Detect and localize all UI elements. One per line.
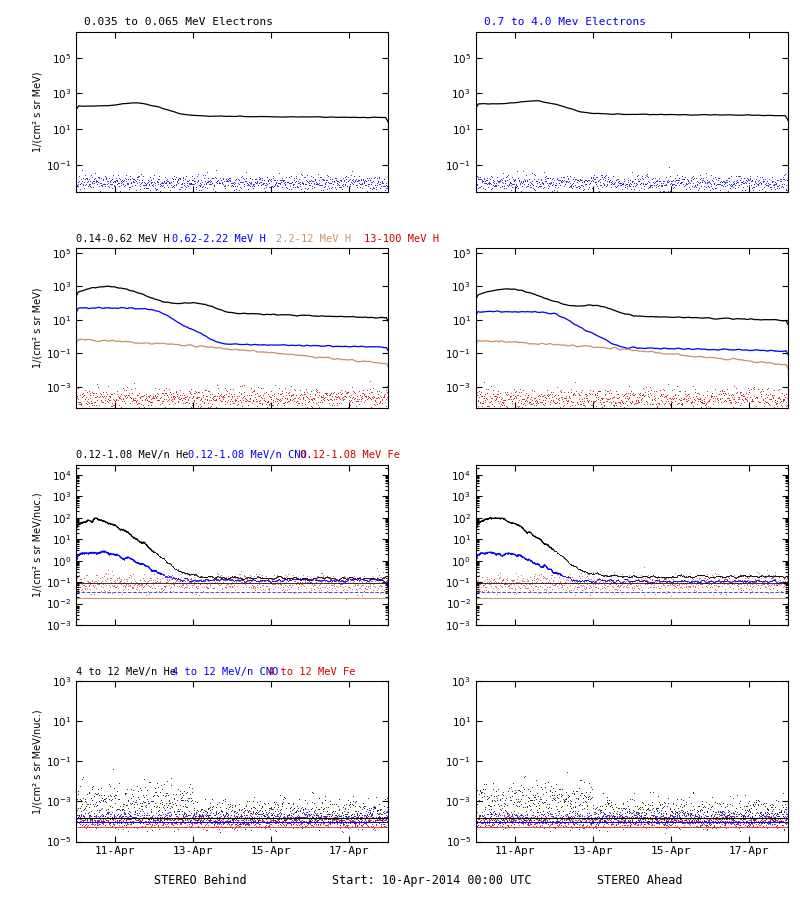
Text: Start: 10-Apr-2014 00:00 UTC: Start: 10-Apr-2014 00:00 UTC	[332, 874, 532, 886]
Y-axis label: 1/(cm² s sr MeV/nuc.): 1/(cm² s sr MeV/nuc.)	[33, 492, 43, 597]
Y-axis label: 1/(cm² s sr MeV/nuc.): 1/(cm² s sr MeV/nuc.)	[33, 709, 43, 814]
Text: 0.7 to 4.0 Mev Electrons: 0.7 to 4.0 Mev Electrons	[484, 17, 646, 27]
Text: 0.12-1.08 MeV Fe: 0.12-1.08 MeV Fe	[300, 450, 400, 460]
Text: STEREO Behind: STEREO Behind	[154, 874, 246, 886]
Text: 13-100 MeV H: 13-100 MeV H	[364, 233, 439, 244]
Y-axis label: 1/(cm² s sr MeV): 1/(cm² s sr MeV)	[33, 288, 43, 368]
Text: 0.14-0.62 MeV H: 0.14-0.62 MeV H	[76, 233, 170, 244]
Y-axis label: 1/(cm² s sr MeV): 1/(cm² s sr MeV)	[33, 71, 43, 152]
Text: 0.12-1.08 MeV/n CNO: 0.12-1.08 MeV/n CNO	[188, 450, 306, 460]
Text: 0.035 to 0.065 MeV Electrons: 0.035 to 0.065 MeV Electrons	[84, 17, 273, 27]
Text: STEREO Ahead: STEREO Ahead	[598, 874, 682, 886]
Text: 2.2-12 MeV H: 2.2-12 MeV H	[276, 233, 351, 244]
Text: 4 to 12 MeV/n He: 4 to 12 MeV/n He	[76, 667, 176, 677]
Text: 4 to 12 MeV/n CNO: 4 to 12 MeV/n CNO	[172, 667, 278, 677]
Text: 0.62-2.22 MeV H: 0.62-2.22 MeV H	[172, 233, 266, 244]
Text: 0.12-1.08 MeV/n He: 0.12-1.08 MeV/n He	[76, 450, 189, 460]
Text: 4 to 12 MeV Fe: 4 to 12 MeV Fe	[268, 667, 355, 677]
